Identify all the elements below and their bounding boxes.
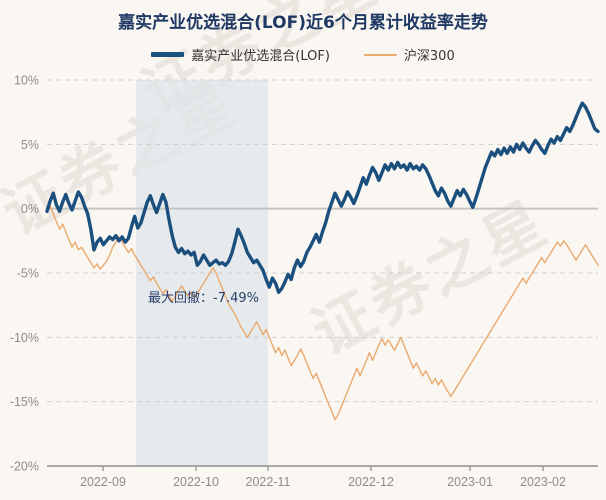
data-series	[45, 101, 600, 421]
y-axis-tick-label: -10%	[10, 331, 39, 345]
chart-legend: 嘉实产业优选混合(LOF) 沪深300	[0, 45, 606, 64]
legend-swatch-fund-icon	[151, 52, 185, 57]
legend-swatch-benchmark-icon	[363, 53, 397, 56]
x-axis-ticks: 2022-09 2022-10 2022-11 2022-12 2023-01 2023-…	[80, 466, 566, 489]
y-axis-ticks: 10% 5% 0% -5% -10% -15% -20%	[10, 74, 39, 474]
x-axis-tick-label: 2022-10	[173, 475, 219, 489]
y-axis-tick-label: -5%	[17, 267, 39, 281]
max-drawdown-label: 最大回撤：-7.49%	[148, 290, 259, 306]
legend-item-fund[interactable]: 嘉实产业优选混合(LOF)	[151, 45, 330, 64]
y-axis-tick-label: 5%	[21, 138, 39, 152]
legend-item-benchmark[interactable]: 沪深300	[363, 45, 455, 64]
y-axis-tick-label: -20%	[10, 460, 39, 474]
y-axis-tick-label: 10%	[14, 74, 39, 88]
series-line-benchmark	[46, 205, 599, 421]
legend-label-fund: 嘉实产业优选混合(LOF)	[191, 49, 330, 64]
x-axis-tick-label: 2023-02	[520, 475, 566, 489]
y-axis-tick-label: 0%	[21, 202, 39, 216]
page-title: 嘉实产业优选混合(LOF)近6个月累计收益率走势	[118, 13, 488, 33]
series-line-fund	[45, 101, 600, 294]
x-axis-tick-label: 2023-01	[447, 475, 493, 489]
x-axis-tick-label: 2022-11	[246, 475, 291, 489]
x-axis-tick-label: 2022-12	[348, 475, 394, 489]
x-axis-tick-label: 2022-09	[80, 475, 126, 489]
y-axis-tick-label: -15%	[10, 395, 39, 409]
drawdown-annotation: 最大回撤：-7.49%	[148, 290, 259, 306]
legend-label-benchmark: 沪深300	[403, 49, 455, 64]
gridlines	[47, 79, 598, 403]
